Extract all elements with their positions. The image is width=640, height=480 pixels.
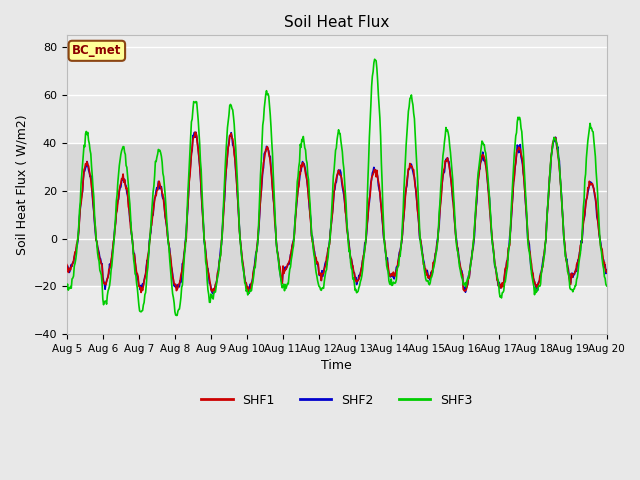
SHF2 bbox=[420, 257, 428, 263]
SHF3 bbox=[603, 283, 611, 289]
SHF2 bbox=[128, 234, 136, 240]
SHF2 bbox=[63, 263, 70, 269]
Line: SHF3: SHF3 bbox=[67, 59, 607, 315]
Text: BC_met: BC_met bbox=[72, 44, 122, 57]
SHF3 bbox=[404, 120, 412, 125]
SHF2 bbox=[73, 245, 81, 251]
SHF3 bbox=[420, 259, 428, 265]
SHF3 bbox=[173, 312, 180, 318]
SHF2 bbox=[183, 217, 191, 223]
SHF1 bbox=[191, 129, 199, 135]
SHF1 bbox=[404, 173, 412, 179]
SHF1 bbox=[128, 236, 136, 241]
Line: SHF1: SHF1 bbox=[67, 132, 607, 292]
X-axis label: Time: Time bbox=[321, 360, 352, 372]
SHF3 bbox=[212, 284, 220, 289]
SHF1 bbox=[213, 276, 221, 282]
SHF3 bbox=[63, 285, 70, 290]
Legend: SHF1, SHF2, SHF3: SHF1, SHF2, SHF3 bbox=[196, 389, 477, 411]
SHF1 bbox=[137, 289, 145, 295]
SHF1 bbox=[420, 262, 428, 267]
SHF2 bbox=[603, 267, 611, 273]
SHF3 bbox=[73, 250, 81, 256]
Y-axis label: Soil Heat Flux ( W/m2): Soil Heat Flux ( W/m2) bbox=[15, 114, 28, 255]
SHF1 bbox=[184, 205, 191, 211]
SHF3 bbox=[184, 195, 191, 201]
SHF1 bbox=[63, 262, 70, 267]
SHF2 bbox=[209, 291, 217, 297]
SHF3 bbox=[371, 56, 378, 62]
Title: Soil Heat Flux: Soil Heat Flux bbox=[284, 15, 389, 30]
SHF1 bbox=[603, 269, 611, 275]
SHF2 bbox=[213, 277, 221, 283]
Bar bbox=[67, 143, 607, 287]
Line: SHF2: SHF2 bbox=[67, 132, 607, 294]
SHF2 bbox=[404, 173, 412, 179]
SHF2 bbox=[192, 130, 200, 135]
SHF1 bbox=[73, 241, 81, 247]
SHF3 bbox=[128, 235, 136, 240]
